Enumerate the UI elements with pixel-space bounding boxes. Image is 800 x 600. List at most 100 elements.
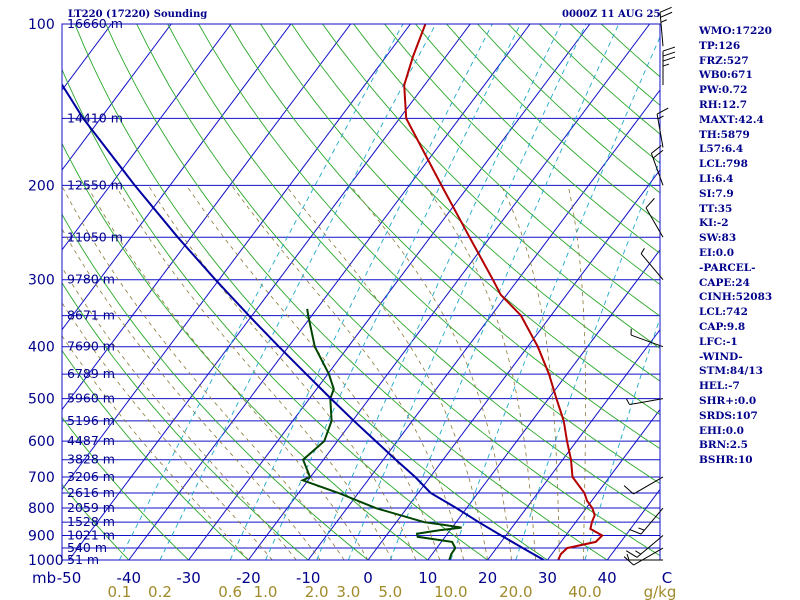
height-label: 11050 m (67, 229, 123, 244)
moist-adiabat-line (115, 185, 393, 560)
isotherm-line (487, 328, 660, 560)
index-value: WB0:671 (699, 69, 753, 82)
dry-adiabat-line (62, 483, 130, 560)
wind-barb (659, 6, 673, 47)
index-value: BRN:2.5 (699, 439, 748, 452)
pressure-tick-label: 100 (28, 17, 55, 33)
sounding-time: 0000Z 11 AUG 25 (562, 9, 661, 20)
height-label: 3206 m (67, 469, 115, 484)
mixing-ratio-line (515, 159, 660, 560)
height-label: 5960 m (67, 391, 115, 406)
moist-adiabat-line (567, 185, 586, 560)
mixing-ratio-line (316, 24, 562, 560)
wind-barb (630, 328, 664, 348)
moist-adiabat-line (62, 302, 273, 560)
temperature-tick-label: -30 (176, 569, 201, 587)
dry-adiabat-line (353, 24, 660, 317)
isotherm-line (188, 24, 591, 560)
height-label: 7690 m (67, 339, 115, 354)
isotherm-line (62, 24, 232, 251)
moist-adiabat-line (186, 185, 441, 560)
dry-adiabat-line (415, 24, 660, 255)
index-value: RH:12.7 (699, 98, 748, 111)
wind-barb (656, 107, 669, 148)
wind-barb (640, 248, 664, 281)
pressure-tick-label: 700 (28, 470, 55, 486)
index-value: CAP:9.8 (699, 320, 746, 333)
height-label: 8671 m (67, 308, 115, 323)
index-value: TH:5879 (699, 128, 750, 141)
pressure-tick-label: 500 (28, 392, 55, 408)
temperature-tick-label: 0 (363, 569, 373, 587)
moist-adiabat-line (500, 185, 560, 560)
isotherm-line (62, 24, 411, 491)
height-label: 51 m (67, 552, 99, 567)
wind-barb (623, 476, 664, 495)
dry-adiabat-line (62, 213, 369, 560)
index-value: SHR+:0.0 (699, 394, 757, 407)
wind-barb (626, 553, 663, 561)
mixing-ratio-line (347, 24, 587, 560)
index-value: LCL:742 (699, 306, 748, 319)
mixing-ratio-label: 2.0 (305, 583, 329, 600)
index-value: LFC:-1 (699, 335, 738, 348)
moist-adiabat-line (62, 266, 297, 560)
index-value: BSHR:10 (699, 454, 753, 467)
moist-adiabat-line (147, 185, 417, 560)
height-label: 1528 m (67, 514, 115, 529)
isotherm-line (62, 24, 352, 411)
plot-frame (61, 23, 661, 561)
index-value: FRZ:527 (699, 54, 749, 67)
moist-adiabat-line (285, 185, 488, 560)
dry-adiabat-line (62, 68, 488, 560)
dry-adiabat-line (105, 24, 608, 560)
height-label: 3828 m (67, 452, 115, 467)
index-value: TT:35 (699, 202, 733, 215)
temperature-tick-label: C (662, 569, 672, 587)
index-value: -PARCEL- (699, 261, 756, 274)
mixing-ratio-label: 10.0 (434, 583, 467, 600)
height-label: 2059 m (67, 500, 115, 515)
mixing-ratio-line (450, 36, 660, 560)
wind-barb (662, 46, 676, 86)
plot-area (62, 24, 660, 560)
pressure-tick-label: 200 (28, 178, 55, 194)
isotherm-line (62, 24, 172, 171)
index-value: -WIND- (699, 350, 743, 363)
isotherm-line (427, 248, 660, 560)
height-label: 9780 m (67, 272, 115, 287)
index-value: HEL:-7 (699, 380, 740, 393)
dry-adiabat-line (136, 24, 660, 557)
isotherm-line (367, 169, 660, 560)
index-value: MAXT:42.4 (699, 113, 764, 126)
isotherm-line (247, 24, 651, 560)
height-label: 540 m (67, 540, 107, 555)
mixing-ratio-label: 0.2 (148, 583, 172, 600)
mixing-ratio-label: 0.1 (107, 583, 131, 600)
mixing-ratio-label: 20.0 (499, 583, 532, 600)
isotherm-line (68, 24, 471, 560)
temperature-tick-label: 10 (418, 569, 437, 587)
pressure-unit-label: mb (32, 569, 56, 587)
index-value: KI:-2 (699, 217, 729, 230)
moist-adiabat-line (350, 185, 512, 560)
height-label: 12550 m (67, 177, 123, 192)
mixing-ratio-line (265, 24, 521, 560)
mixing-ratio-line (118, 24, 404, 560)
mixing-ratio-line (229, 24, 493, 560)
dry-adiabat-line (260, 24, 660, 416)
mixing-ratio-line (584, 317, 660, 560)
index-value: CINH:52083 (699, 291, 773, 304)
dewpoint-profile (300, 308, 462, 560)
temperature-tick-label: -20 (236, 569, 261, 587)
moist-adiabat-line (424, 185, 536, 560)
pressure-tick-label: 400 (28, 340, 55, 356)
height-label: 6789 m (67, 366, 115, 381)
temperature-profile (403, 24, 604, 560)
pressure-tick-label: 900 (28, 528, 55, 544)
index-value: SRDS:107 (699, 409, 758, 422)
mixing-ratio-label: 3.0 (336, 583, 360, 600)
isotherm-line (62, 24, 292, 331)
index-value: TP:126 (699, 39, 741, 52)
